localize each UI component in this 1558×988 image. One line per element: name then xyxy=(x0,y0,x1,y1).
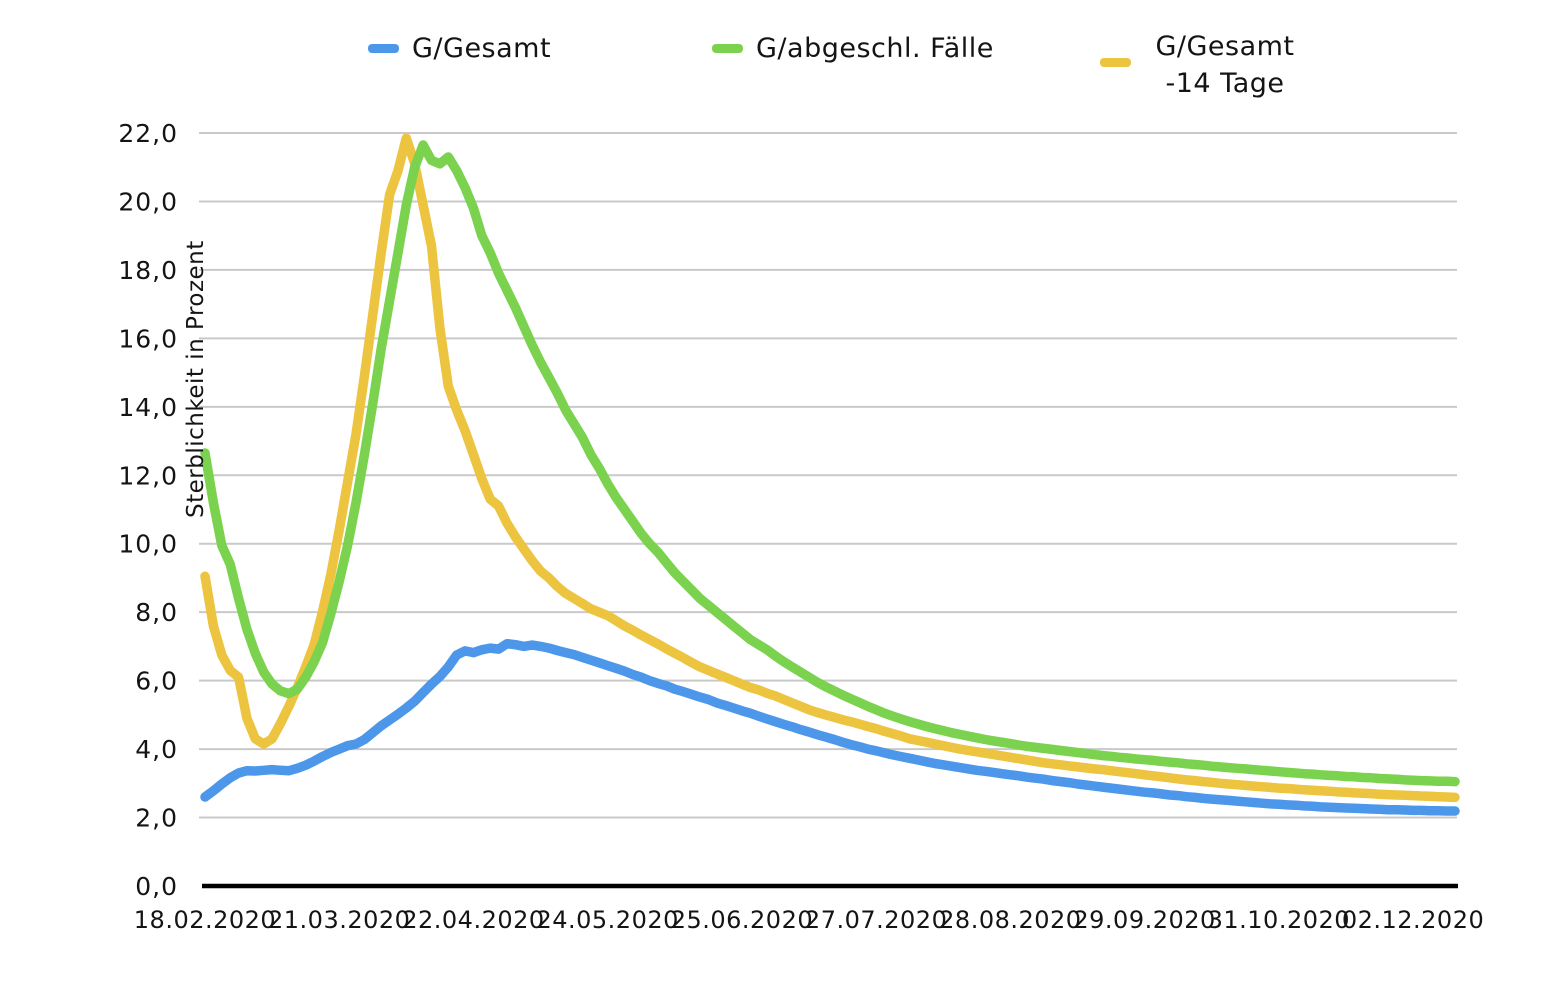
x-tick-label: 18.02.2020 xyxy=(134,906,276,934)
y-tick-label: 0,0 xyxy=(135,872,178,901)
y-tick-label: 18,0 xyxy=(118,256,178,285)
y-tick-label: 16,0 xyxy=(118,324,178,353)
legend-marker-wrap-g-gesamt-14-tage xyxy=(1100,58,1131,67)
x-tick-label: 31.10.2020 xyxy=(1208,906,1350,934)
y-tick-label: 2,0 xyxy=(135,804,178,833)
legend-label-abgeschl-faelle: G/abgeschl. Fälle xyxy=(756,33,994,64)
series-lines xyxy=(200,133,1460,816)
y-tick-label: 4,0 xyxy=(135,735,178,764)
legend-marker-abgeschl-faelle xyxy=(712,44,743,53)
x-tick-label: 28.08.2020 xyxy=(939,906,1081,934)
legend-marker-g-gesamt xyxy=(368,44,399,53)
x-tick-label: 29.09.2020 xyxy=(1073,906,1215,934)
x-tick-label: 24.05.2020 xyxy=(536,906,678,934)
y-tick-label: 12,0 xyxy=(118,461,178,490)
legend-label-g-gesamt-14-tage-line2: -14 Tage xyxy=(1165,68,1285,99)
series-line-g-gesamt-14-tage xyxy=(200,133,1460,803)
y-tick-label: 20,0 xyxy=(118,187,178,216)
y-tick-label: 14,0 xyxy=(118,393,178,422)
y-tick-labels: 22,0 20,0 18,0 16,0 14,0 12,0 10,0 8,0 6,0 4,0 2,0… xyxy=(118,119,178,901)
gridlines xyxy=(199,132,1457,819)
y-axis-title: Sterblichkeit in Prozent xyxy=(182,240,209,518)
x-tick-label: 27.07.2020 xyxy=(805,906,947,934)
legend-label-g-gesamt: G/Gesamt xyxy=(412,33,552,64)
legend-item-abgeschl-faelle: G/abgeschl. Fälle xyxy=(712,33,994,64)
legend-label-g-gesamt-14-tage-line1: G/Gesamt xyxy=(1155,31,1295,62)
x-tick-label: 21.03.2020 xyxy=(268,906,410,934)
legend-item-g-gesamt: G/Gesamt xyxy=(368,33,551,64)
x-tick-label: 22.04.2020 xyxy=(402,906,544,934)
y-tick-label: 22,0 xyxy=(118,119,178,148)
x-tick-label: 02.12.2020 xyxy=(1342,906,1484,934)
y-tick-label: 10,0 xyxy=(118,530,178,559)
x-tick-label: 25.06.2020 xyxy=(671,906,813,934)
series-line-g-gesamt xyxy=(200,638,1460,816)
y-tick-label: 6,0 xyxy=(135,667,178,696)
y-tick-label: 8,0 xyxy=(135,598,178,627)
legend-item-g-gesamt-14-tage: G/Gesamt -14 Tage xyxy=(1150,28,1300,102)
legend-marker-g-gesamt-14-tage xyxy=(1100,58,1131,67)
series-line-g-abgeschl-faelle xyxy=(200,140,1460,787)
x-tick-labels: 18.02.202021.03.202022.04.202024.05.2020… xyxy=(134,906,1484,934)
